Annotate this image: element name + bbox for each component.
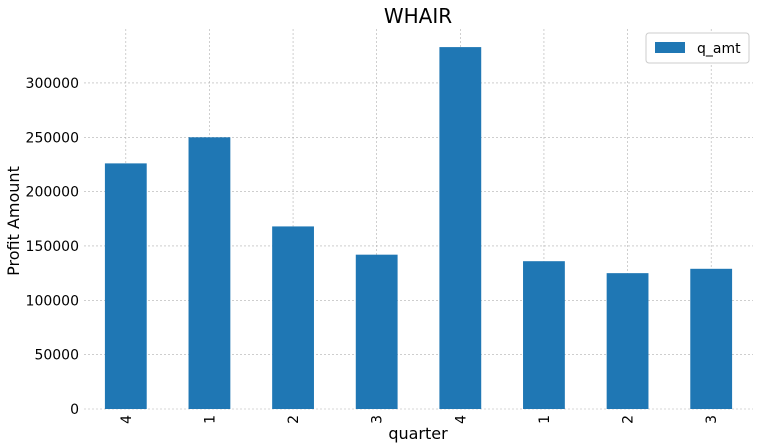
y-tick-label: 150000 bbox=[26, 239, 79, 255]
legend-swatch bbox=[655, 42, 685, 53]
x-axis-ticks: 4 1 2 3 4 1 2 3 bbox=[119, 415, 720, 424]
bar bbox=[523, 261, 565, 409]
x-tick-label: 3 bbox=[370, 415, 386, 424]
y-tick-label: 300000 bbox=[26, 76, 79, 92]
bars-layer bbox=[104, 47, 733, 409]
x-tick-label: 1 bbox=[537, 415, 553, 424]
y-tick-label: 50000 bbox=[34, 348, 79, 364]
legend-label: q_amt bbox=[697, 41, 741, 57]
x-tick-label: 1 bbox=[202, 415, 218, 424]
y-axis-label: Profit Amount bbox=[4, 166, 23, 276]
y-tick-label: 250000 bbox=[26, 130, 79, 146]
x-tick-label: 2 bbox=[621, 415, 637, 424]
x-tick-label: 2 bbox=[286, 415, 302, 424]
x-tick-label: 4 bbox=[119, 415, 135, 424]
x-axis-label: quarter bbox=[388, 424, 448, 443]
chart-title: WHAIR bbox=[384, 4, 452, 28]
bar bbox=[690, 268, 733, 409]
y-tick-label: 200000 bbox=[26, 185, 79, 201]
bar bbox=[104, 163, 147, 409]
y-tick-label: 0 bbox=[70, 402, 79, 418]
bar bbox=[439, 47, 482, 409]
legend-frame bbox=[645, 32, 750, 64]
bar bbox=[272, 226, 314, 409]
x-tick-label: 3 bbox=[704, 415, 720, 424]
grid-layer bbox=[84, 29, 753, 410]
bar bbox=[188, 137, 231, 409]
legend: q_amt bbox=[645, 32, 750, 64]
x-tick-label: 4 bbox=[453, 415, 469, 424]
bar bbox=[606, 273, 649, 409]
bar bbox=[355, 254, 398, 409]
y-tick-label: 100000 bbox=[26, 293, 79, 309]
y-axis-ticks: 0 50000 100000 150000 200000 250000 300000 bbox=[26, 76, 79, 418]
